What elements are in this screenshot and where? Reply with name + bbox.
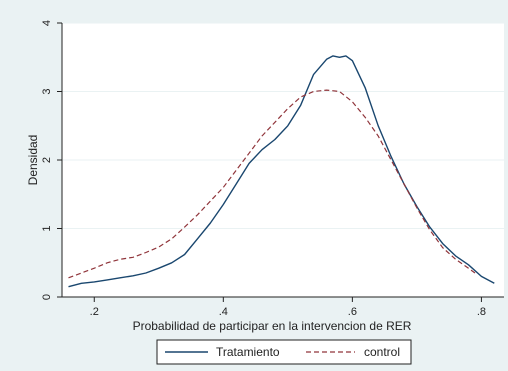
x-tick-label-0.8: .8 (477, 306, 486, 318)
y-tick-label-1: 1 (41, 225, 53, 231)
y-ticks: 0 1 2 3 4 (41, 20, 62, 300)
y-tick-label-2: 2 (41, 157, 53, 163)
x-tick-label-0.2: .2 (90, 306, 99, 318)
legend-label-tratamiento: Tratamiento (216, 345, 280, 359)
x-axis-label: Probabilidad de participar en la interve… (133, 319, 412, 333)
y-axis-label: Densidad (26, 135, 40, 186)
y-tick-label-0: 0 (41, 294, 53, 300)
x-tick-label-0.4: .4 (219, 306, 228, 318)
legend-label-control: control (364, 345, 400, 359)
legend: Tratamiento control (156, 339, 412, 365)
series-line-control (68, 89, 476, 279)
y-tick-label-3: 3 (41, 88, 53, 94)
series-line-tratamiento (68, 55, 495, 288)
x-tick-label-0.6: .6 (348, 306, 357, 318)
y-tick-label-4: 4 (41, 20, 53, 26)
x-ticks: .2 .4 .6 .8 (90, 297, 486, 318)
series-layer (68, 55, 495, 288)
